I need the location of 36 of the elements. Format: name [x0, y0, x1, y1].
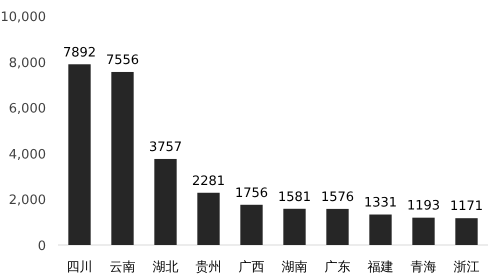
- data-label: 2281: [192, 174, 226, 189]
- data-label: 1193: [406, 198, 440, 214]
- bar: [240, 204, 263, 245]
- data-label: 7556: [106, 52, 140, 68]
- y-tick-label: 2,000: [8, 193, 46, 208]
- data-label: 1756: [234, 186, 268, 201]
- x-tick-label: 青海: [410, 260, 436, 275]
- y-tick-label: 6,000: [8, 102, 46, 117]
- y-tick-label: 4,000: [8, 147, 46, 162]
- y-tick-label: 8,000: [8, 56, 46, 71]
- y-tick-label: 10,000: [0, 10, 46, 25]
- x-tick-label: 湖南: [282, 260, 308, 275]
- bar: [412, 218, 435, 245]
- bar: [111, 72, 134, 245]
- x-tick-label: 福建: [368, 260, 394, 275]
- data-label: 1171: [450, 199, 484, 214]
- bar: [326, 208, 349, 245]
- bar: [154, 158, 177, 245]
- bar: [369, 214, 392, 245]
- bar: [455, 218, 478, 245]
- x-tick-label: 云南: [110, 260, 136, 275]
- x-tick-label: 四川: [66, 260, 92, 275]
- y-tick-label: 0: [38, 239, 46, 254]
- x-tick-label: 广东: [324, 260, 350, 275]
- data-label: 1581: [278, 190, 312, 205]
- x-tick-label: 广西: [238, 260, 264, 275]
- data-label: 7892: [62, 45, 96, 60]
- x-tick-label: 浙江: [454, 260, 480, 275]
- x-tick-label: 湖北: [152, 260, 178, 275]
- data-label: 1576: [320, 190, 354, 205]
- bar: [283, 208, 306, 245]
- data-label: 3757: [148, 140, 182, 155]
- data-label: 1331: [364, 196, 398, 211]
- bar: [197, 192, 220, 245]
- bar: [68, 64, 91, 245]
- x-tick-label: 贵州: [196, 260, 222, 275]
